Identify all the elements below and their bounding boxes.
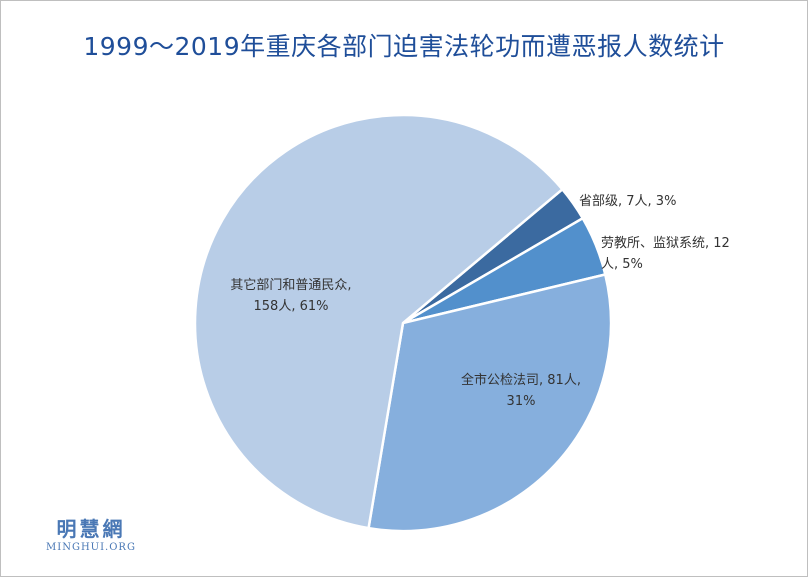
pie-slice-3 xyxy=(367,272,613,533)
chart-title: 1999～2019年重庆各部门迫害法轮功而遭恶报人数统计 xyxy=(83,32,725,61)
data-label-3: 全市公检法司, 81人, 31% xyxy=(461,372,581,409)
data-label-2: 劳教所、监狱系统, 12 人, 5% xyxy=(601,235,730,272)
watermark-site: MINGHUI.ORG xyxy=(46,542,136,553)
pie-slice-4 xyxy=(193,113,565,530)
data-label-1: 省部级, 7人, 3% xyxy=(579,194,676,209)
data-label-4: 其它部门和普通民众, 158人, 61% xyxy=(230,277,351,314)
watermark-logo: 明慧網 xyxy=(56,517,126,541)
minghui-watermark: 明慧網 MINGHUI.ORG xyxy=(31,513,151,553)
